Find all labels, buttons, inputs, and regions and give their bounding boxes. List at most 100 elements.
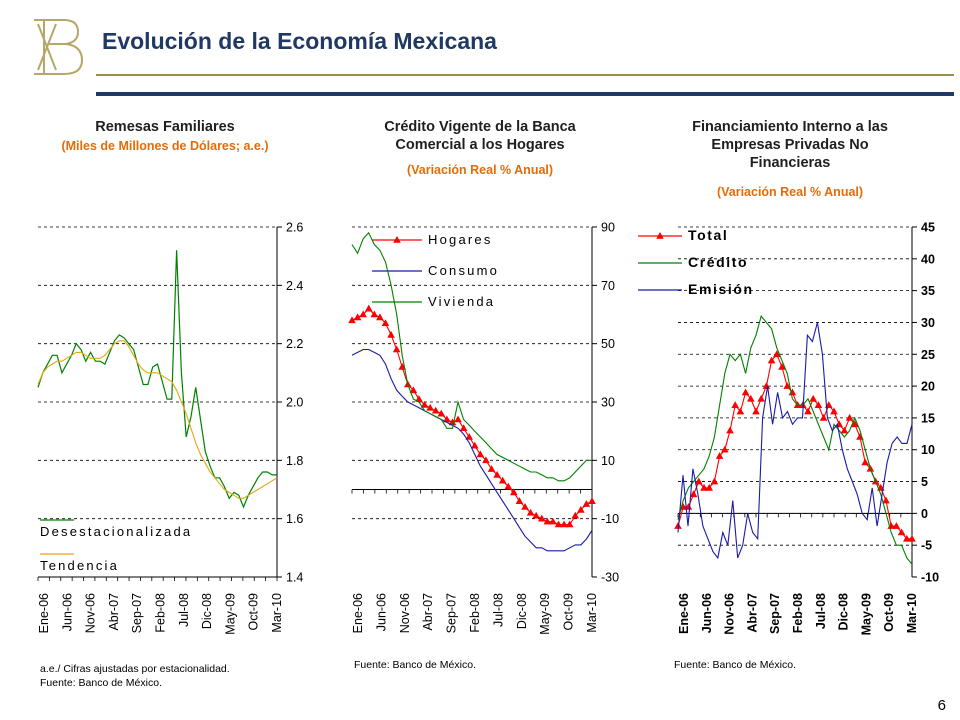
y-tick-label: 30: [921, 316, 935, 330]
y-tick-label: 2.0: [286, 396, 303, 410]
data-point-triangle: [757, 394, 765, 402]
data-point-triangle: [752, 407, 760, 415]
data-point-triangle: [560, 520, 568, 528]
data-point-triangle: [532, 511, 540, 519]
data-point-triangle: [448, 418, 457, 426]
y-tick-label: 30: [601, 396, 615, 410]
data-point-triangle: [415, 395, 423, 402]
data-point-triangle: [861, 458, 869, 466]
data-point-triangle: [381, 319, 390, 327]
x-tick-label: Jun-06: [700, 593, 714, 633]
x-tick-label: Mar-10: [270, 593, 284, 633]
x-tick-label: Nov-06: [84, 593, 98, 633]
data-point-triangle: [747, 394, 755, 402]
chart-subtitle-financiamiento: (Variación Real % Anual): [716, 185, 864, 199]
data-point-triangle: [830, 407, 838, 415]
x-tick-label: Jul-08: [491, 593, 505, 627]
y-tick-label: 90: [601, 221, 615, 235]
x-tick-label: Oct-09: [882, 593, 896, 632]
data-point-triangle: [459, 424, 468, 432]
data-point-triangle: [565, 520, 574, 528]
data-point-triangle: [908, 534, 916, 542]
series-line-hogares: [351, 307, 593, 526]
x-tick-label: Jul-08: [814, 593, 828, 629]
x-tick-label: Feb-08: [154, 593, 168, 633]
data-point-triangle: [353, 313, 362, 321]
data-point-triangle: [689, 490, 698, 498]
series-line-consumo: [351, 348, 593, 552]
x-tick-label: Dic-08: [515, 593, 529, 629]
header-rule-navy: [96, 92, 954, 96]
chart-remesas: 1.4 1.6 1.8 2.0 2.2 2.4 2.6 Ene-06 Jun-06 Nov-06 A…: [37, 221, 303, 635]
legend-label: Total: [688, 227, 728, 243]
chart-title-financiamiento: Financiamiento Interno a las Empresas Pr…: [692, 119, 888, 171]
data-point-triangle: [892, 522, 901, 529]
chart-financiamiento: -10 -5 0 5 10 15 20 25 30 35 40 45 Ene-06 Jun-06 Nov-0…: [638, 221, 939, 635]
data-point-triangle: [851, 420, 859, 428]
data-point-triangle: [840, 426, 849, 434]
data-point-triangle: [767, 356, 776, 364]
y-tick-label: 1.6: [286, 512, 303, 526]
banxico-logo: [34, 19, 84, 75]
y-tick-label: 40: [921, 252, 935, 266]
data-point-triangle: [493, 470, 501, 478]
y-tick-label: 2.2: [286, 337, 303, 351]
y-tick-label: 45: [921, 221, 935, 235]
data-point-triangle: [726, 426, 734, 434]
data-point-triangle: [465, 433, 474, 440]
data-point-triangle: [348, 316, 356, 324]
legend-label: Consumo: [428, 263, 499, 278]
series-line-total: [677, 353, 912, 540]
series-line-emisión: [677, 322, 913, 560]
series-line-crédito: [677, 314, 913, 565]
data-point-triangle: [897, 528, 906, 536]
x-tick-label: Ene-06: [351, 593, 365, 633]
data-point-triangle: [882, 496, 890, 504]
x-tick-label: Mar-10: [585, 593, 599, 633]
data-point-triangle: [426, 403, 434, 411]
x-tick-label: Mar-10: [905, 593, 919, 633]
x-tick-label: Jun-06: [374, 593, 388, 631]
x-tick-label: Feb-08: [468, 593, 482, 633]
y-tick-label: 5: [921, 475, 928, 489]
chart-title-remesas: Remesas Familiares: [95, 119, 235, 135]
data-point-triangle: [504, 482, 513, 490]
data-point-triangle: [476, 450, 485, 458]
legend-label: Desestacionalizada: [40, 524, 192, 539]
footnote-credito: Fuente: Banco de México.: [354, 658, 476, 672]
y-tick-label: 1.8: [286, 454, 303, 468]
data-point-triangle: [705, 483, 713, 491]
y-tick-label: 10: [601, 454, 615, 468]
y-tick-label: 15: [921, 411, 935, 425]
x-tick-label: May-09: [538, 593, 552, 635]
y-tick-label: 70: [601, 279, 615, 293]
footnote-line: a.e./ Cifras ajustadas por estacionalida…: [40, 663, 230, 675]
data-point-triangle: [543, 517, 552, 525]
chart-title-credito: Crédito Vigente de la Banca Comercial a …: [384, 119, 576, 153]
y-tick-label: 0: [921, 507, 928, 521]
x-tick-label: Sep-07: [768, 593, 782, 634]
x-tick-label: Dic-08: [837, 593, 851, 631]
data-point-triangle: [903, 534, 911, 542]
x-tick-label: Abr-07: [421, 593, 435, 631]
x-tick-label: Oct-09: [247, 593, 261, 631]
y-tick-label: -5: [921, 539, 932, 553]
data-point-triangle: [521, 503, 529, 510]
legend-marker: [393, 236, 401, 243]
footnote-line: Fuente: Banco de México.: [354, 659, 476, 671]
data-point-triangle: [537, 514, 546, 522]
data-point-triangle: [577, 505, 585, 513]
data-point-triangle: [526, 508, 535, 516]
y-tick-label: 1.4: [286, 571, 303, 585]
data-point-triangle: [482, 456, 490, 464]
data-point-triangle: [762, 382, 771, 389]
legend-label: Tendencia: [40, 558, 119, 573]
data-point-triangle: [364, 304, 373, 312]
data-point-triangle: [376, 313, 384, 321]
data-point-triangle: [588, 497, 596, 504]
legend-label: Crédito: [688, 254, 748, 270]
x-tick-label: Nov-06: [723, 593, 737, 635]
data-point-triangle: [420, 400, 429, 408]
data-point-triangle: [582, 500, 591, 507]
y-tick-label: -30: [601, 571, 619, 585]
